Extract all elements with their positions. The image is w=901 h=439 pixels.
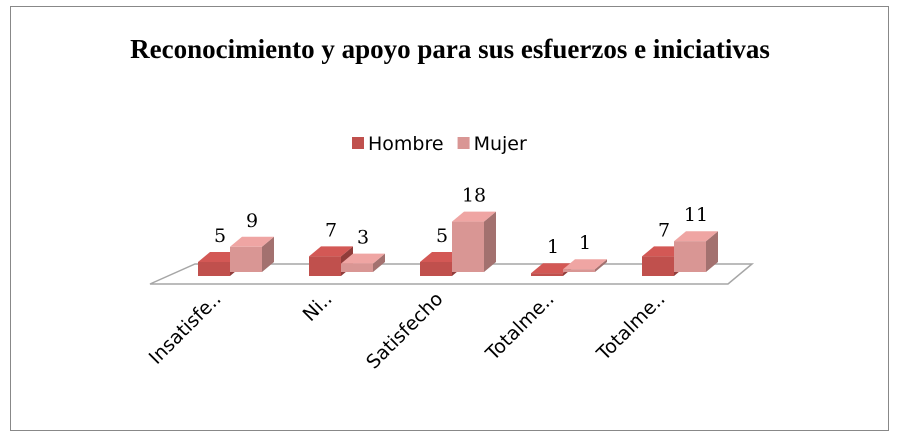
bar-side (373, 253, 385, 272)
bar (642, 256, 674, 276)
x-tick-label: Totalme.. (592, 288, 670, 366)
chart-border (10, 6, 889, 431)
legend-swatch (457, 137, 470, 149)
legend-swatch (352, 137, 364, 149)
x-tick-label: Totalme.. (481, 288, 559, 366)
bar (198, 262, 230, 276)
bar-side (706, 231, 718, 272)
bar-side (595, 259, 607, 272)
bar (674, 241, 706, 272)
value-label: 5 (214, 225, 226, 247)
legend-label: Mujer (474, 133, 527, 155)
value-label: 9 (246, 210, 258, 232)
bar (309, 256, 341, 276)
legend-label: Hombre (368, 133, 444, 155)
bar (563, 269, 595, 272)
bar (230, 246, 262, 272)
bar-top (563, 259, 607, 270)
value-label: 1 (547, 236, 559, 258)
value-label: 5 (436, 225, 448, 247)
bar-top (230, 236, 274, 247)
value-label: 18 (462, 185, 486, 207)
bar (452, 221, 484, 272)
x-tick-label: Ni.. (299, 288, 337, 326)
x-tick-label: Satisfecho (362, 288, 447, 373)
bar-top (452, 211, 496, 222)
bar (341, 263, 373, 272)
bar-top (674, 231, 718, 242)
x-tick-label: Insatisfe.. (145, 288, 226, 369)
bar (531, 273, 563, 276)
chart-title: Reconocimiento y apoyo para sus esfuerzo… (130, 34, 770, 64)
value-label: 11 (684, 204, 708, 226)
bar-side (262, 236, 274, 272)
bar-side (484, 211, 496, 272)
bar-top (309, 246, 353, 257)
bar (420, 262, 452, 276)
bar-top (341, 253, 385, 264)
value-label: 1 (579, 232, 591, 254)
value-label: 3 (357, 227, 369, 249)
value-label: 7 (325, 219, 337, 241)
value-label: 7 (658, 219, 670, 241)
